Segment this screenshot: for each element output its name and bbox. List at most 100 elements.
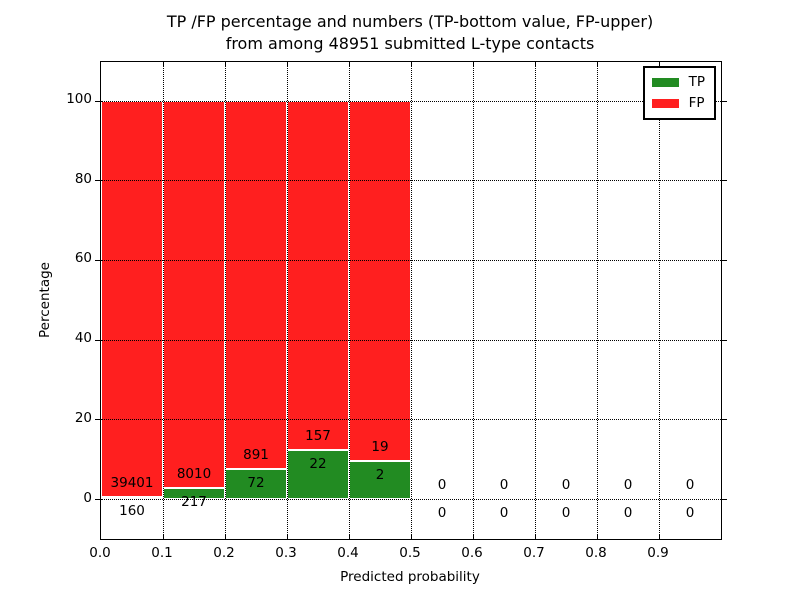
x-tick-mark: [287, 62, 288, 67]
legend-item-fp: FP: [651, 93, 705, 114]
tp-count-label: 0: [623, 504, 633, 521]
x-tick-mark: [411, 62, 412, 67]
tp-count-label: 0: [437, 504, 447, 521]
bar-fp: [101, 100, 163, 498]
x-tick-label: 0.7: [523, 545, 545, 561]
gridline-horizontal: [101, 419, 721, 421]
grid-layer: [101, 62, 721, 539]
fp-count-label: 0: [623, 476, 633, 493]
y-tick-mark: [722, 100, 727, 102]
annotations-layer: 39401 160 8010 217 891 72 157 22 19 2 0 0 0 0 0 0 0 0 0 0: [101, 62, 721, 539]
x-tick-mark: [597, 62, 598, 67]
gridline-vertical: [349, 62, 350, 539]
bars-layer: [101, 62, 721, 539]
y-tick-mark: [95, 100, 100, 102]
y-tick-mark: [95, 499, 100, 500]
fp-count-label: 0: [561, 476, 571, 493]
fp-count-label: 0: [685, 476, 695, 493]
x-tick-label: 0.0: [89, 545, 111, 561]
x-tick-label: 0.6: [461, 545, 483, 561]
tp-count-label: 0: [499, 504, 509, 521]
y-tick-label: 20: [74, 409, 92, 426]
chart-title: TP /FP percentage and numbers (TP-bottom…: [167, 11, 653, 54]
gridline-horizontal: [101, 339, 721, 341]
tp-count-label: 22: [309, 455, 327, 472]
x-axis-label: Predicted probability: [340, 569, 480, 585]
fp-count-label: 8010: [176, 465, 212, 482]
x-tick-mark: [659, 62, 660, 67]
y-tick-label: 80: [74, 170, 92, 187]
bar-tp: [101, 497, 163, 500]
y-axis-label: Percentage: [37, 262, 53, 338]
x-tick-mark: [659, 534, 660, 539]
x-tick-label: 0.8: [585, 545, 607, 561]
gridline-vertical: [473, 62, 474, 539]
y-tick-mark: [722, 499, 727, 500]
x-tick-label: 0.9: [647, 545, 669, 561]
y-tick-label: 0: [83, 489, 92, 506]
tp-count-label: 2: [375, 466, 385, 483]
fp-count-label: 0: [437, 476, 447, 493]
legend-swatch-tp: [651, 78, 679, 87]
fp-count-label: 0: [499, 476, 509, 493]
bar-tp: [225, 469, 287, 499]
legend: TP FP: [642, 66, 716, 120]
x-tick-mark: [473, 534, 474, 539]
tick-marks-layer: [95, 62, 727, 539]
gridline-horizontal: [101, 499, 721, 500]
x-tick-mark: [225, 62, 226, 67]
legend-item-tp: TP: [651, 72, 705, 93]
x-tick-mark: [349, 62, 350, 67]
x-tick-label: 0.5: [399, 545, 421, 561]
y-tick-mark: [95, 419, 100, 421]
y-tick-mark: [95, 180, 100, 182]
legend-label-tp: TP: [688, 74, 705, 90]
x-tick-mark: [535, 62, 536, 67]
gridline-vertical: [287, 62, 288, 539]
gridline-horizontal: [101, 259, 721, 261]
gridline-vertical: [411, 62, 412, 539]
tp-count-label: 0: [561, 504, 571, 521]
y-tick-label: 100: [66, 91, 92, 107]
x-tick-label: 0.3: [275, 545, 297, 561]
gridline-vertical: [535, 62, 536, 539]
gridline-horizontal: [101, 180, 721, 182]
x-tick-mark: [535, 534, 536, 539]
bar-tp: [287, 450, 349, 499]
x-tick-mark: [163, 534, 164, 539]
gridline-vertical: [225, 62, 226, 539]
fp-count-label: 157: [305, 427, 331, 444]
gridline-vertical: [597, 62, 598, 539]
x-tick-mark: [411, 534, 412, 539]
fp-count-label: 891: [243, 446, 269, 463]
tp-count-label: 160: [119, 502, 145, 519]
y-tick-mark: [95, 259, 100, 261]
x-tick-label: 0.4: [337, 545, 359, 561]
chart-title-line1: TP /FP percentage and numbers (TP-bottom…: [166, 12, 654, 31]
y-tick-label: 40: [74, 330, 92, 347]
chart-title-line2: from among 48951 submitted L-type contac…: [225, 33, 595, 53]
gridline-vertical: [659, 62, 660, 539]
gridline-horizontal: [101, 100, 721, 102]
y-tick-label: 60: [74, 250, 92, 267]
plot-area: 39401 160 8010 217 891 72 157 22 19 2 0 0 0 0 0 0 0 0 0 0 T…: [95, 61, 727, 540]
y-tick-mark: [722, 419, 727, 421]
tp-count-label: 217: [181, 493, 207, 510]
y-tick-mark: [722, 259, 727, 261]
bar-fp: [225, 100, 287, 470]
y-tick-mark: [95, 339, 100, 341]
y-tick-mark: [722, 339, 727, 341]
x-tick-mark: [597, 534, 598, 539]
y-tick-mark: [722, 180, 727, 182]
x-tick-mark: [473, 62, 474, 67]
fp-count-label: 39401: [110, 474, 154, 491]
x-tick-label: 0.1: [151, 545, 173, 561]
tp-count-label: 0: [685, 504, 695, 521]
x-tick-mark: [163, 62, 164, 67]
fp-count-label: 19: [371, 438, 389, 455]
gridline-vertical: [163, 62, 164, 539]
x-tick-label: 0.2: [213, 545, 235, 561]
x-tick-mark: [287, 534, 288, 539]
x-tick-mark: [349, 534, 350, 539]
